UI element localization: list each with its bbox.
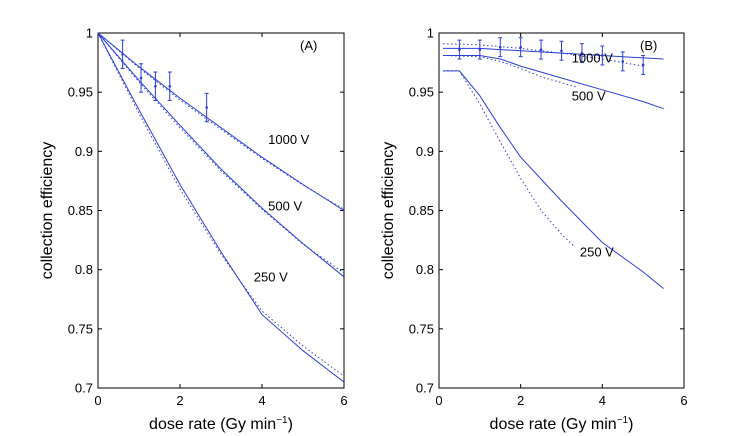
y-tick-label: 0.9	[416, 144, 434, 159]
measurement-point	[498, 37, 503, 58]
x-tick-label: 4	[258, 393, 265, 408]
measurement-point	[457, 39, 462, 60]
y-tick-label: 0.7	[416, 381, 434, 396]
x-tick-label: 4	[599, 393, 606, 408]
x-axis-title-superscript: −1	[276, 415, 288, 426]
data-marker	[539, 48, 543, 51]
series-annotation: 1000 V	[268, 132, 310, 147]
series-250v-dotted-line	[443, 70, 575, 247]
series-1000v-solid-line	[97, 32, 345, 211]
data-marker	[458, 48, 461, 51]
x-tick-label: 6	[680, 393, 687, 408]
y-tick-label: 0.85	[68, 203, 93, 218]
measurement-point	[518, 37, 523, 58]
data-marker	[621, 60, 625, 63]
axes-frame	[97, 32, 345, 389]
data-marker	[519, 45, 522, 49]
panel-label: (A)	[300, 38, 317, 53]
y-tick-label: 0.8	[75, 262, 93, 277]
y-tick-label: 0.9	[75, 144, 93, 159]
data-marker	[139, 76, 143, 80]
data-marker	[478, 48, 482, 51]
y-tick-label: 0.75	[409, 321, 434, 336]
series-250v-solid-line	[443, 70, 664, 289]
x-tick-label: 0	[435, 393, 442, 408]
measurement-point	[559, 40, 564, 61]
series-annotation: 500 V	[572, 88, 606, 103]
data-marker	[168, 84, 172, 88]
series-500v-solid-line	[97, 32, 345, 278]
x-tick-label: 0	[94, 393, 101, 408]
data-marker	[580, 51, 584, 55]
x-axis-title-main: dose rate (Gy min	[149, 416, 276, 433]
y-tick-label: 0.75	[68, 321, 93, 336]
x-tick-label: 2	[517, 393, 524, 408]
data-marker	[154, 84, 157, 88]
measurement-point	[167, 71, 172, 101]
y-tick-label: 0.7	[75, 381, 93, 396]
series-annotation: 250 V	[254, 270, 288, 285]
data-marker	[601, 54, 604, 57]
y-tick-label: 0.95	[409, 85, 434, 100]
axes-frame	[438, 32, 685, 389]
x-axis-title-main: dose rate (Gy min	[490, 416, 617, 433]
measurement-point	[204, 92, 209, 123]
x-axis-title-close: )	[288, 416, 293, 433]
y-axis-title: collection efficiency	[380, 142, 397, 280]
data-marker	[560, 49, 563, 53]
data-marker	[205, 106, 208, 109]
measurement-point	[139, 63, 144, 93]
data-marker	[121, 53, 124, 56]
y-tick-label: 1	[427, 26, 434, 41]
measurement-point	[153, 71, 158, 101]
data-marker	[641, 63, 645, 67]
measurement-point	[477, 39, 482, 60]
x-axis-title: dose rate (Gy min−1)	[490, 415, 634, 433]
x-tick-label: 6	[340, 393, 347, 408]
series-annotation: 1000 V	[572, 51, 614, 66]
series-annotation: 250 V	[580, 245, 614, 260]
measurement-point	[579, 43, 584, 64]
panel-label: (B)	[640, 38, 657, 53]
measurement-point	[620, 51, 625, 72]
y-tick-label: 0.95	[68, 85, 93, 100]
data-marker	[498, 45, 502, 49]
y-axis-title: collection efficiency	[39, 142, 56, 280]
y-tick-label: 1	[86, 26, 93, 41]
series-250v-dotted-line	[97, 32, 345, 377]
series-250v-solid-line	[97, 32, 345, 383]
x-axis-title: dose rate (Gy min−1)	[149, 415, 293, 433]
series-1000v-dotted-line	[97, 32, 345, 210]
y-tick-label: 0.85	[409, 203, 434, 218]
series-500v-dotted-line	[97, 32, 345, 274]
y-tick-label: 0.8	[416, 262, 434, 277]
measurement-point	[539, 39, 544, 60]
x-axis-title-close: )	[628, 416, 633, 433]
panel-b: 0 2 4 6 0.7 0.75 0.8 0.85 0.9 0.95 1 1000 V 500 V 250…	[380, 26, 688, 434]
x-tick-label: 2	[176, 393, 183, 408]
series-500v-solid-line	[443, 55, 664, 110]
series-annotation: 500 V	[268, 199, 302, 214]
measurement-point	[600, 45, 605, 66]
measurement-point	[120, 39, 125, 69]
x-axis-title-superscript: −1	[617, 415, 629, 426]
measurement-point	[641, 54, 646, 75]
panel-a: 0 2 4 6 0.7 0.75 0.8 0.85 0.9 0.95 1 1000 V 500 V 250…	[39, 26, 348, 434]
